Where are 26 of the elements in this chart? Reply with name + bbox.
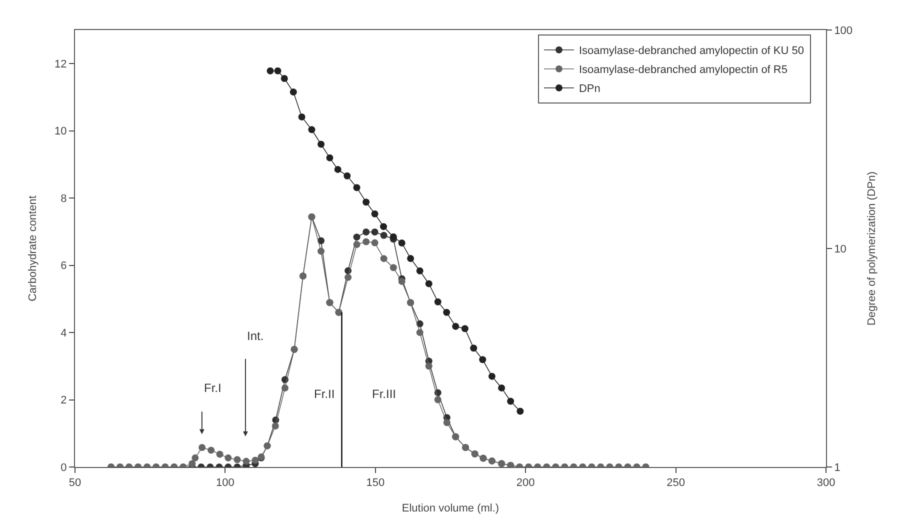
y2-tick-label: 1 [834,462,840,474]
y-tick-label: 6 [60,260,67,272]
legend-label: DPn [578,83,600,96]
x-tick-label: 100 [216,477,234,490]
annotation: Int. [247,329,264,343]
annotation: Fr.II [314,387,335,401]
y2-tick-label: 10 [834,243,846,256]
y-tick-label: 2 [60,394,67,407]
legend-label: Isoamylase-debranched amylopectin of KU 50 [578,45,804,58]
x-tick-label: 300 [816,477,836,490]
annotation: Fr.III [372,387,396,401]
y-tick-label: 10 [54,126,67,138]
y-axis-title: Carbohydrate content [27,196,40,302]
y2-axis-title: Degree of polymerization (DPn) [866,171,878,326]
y-tick-label: 8 [60,192,67,205]
x-tick-label: 50 [68,477,82,490]
y-tick-label: 12 [54,58,67,70]
y-tick-label: 4 [60,327,67,340]
y2-tick-label: 100 [834,24,853,37]
annotation: Fr.I [204,381,222,395]
y-tick-label: 0 [60,462,67,474]
x-tick-label: 150 [366,477,385,490]
x-axis-title: Elution volume (ml.) [402,502,500,514]
x-tick-label: 200 [516,477,535,490]
x-tick-label: 250 [666,477,685,490]
legend-label: Isoamylase-debranched amylopectin of R5 [578,64,788,76]
